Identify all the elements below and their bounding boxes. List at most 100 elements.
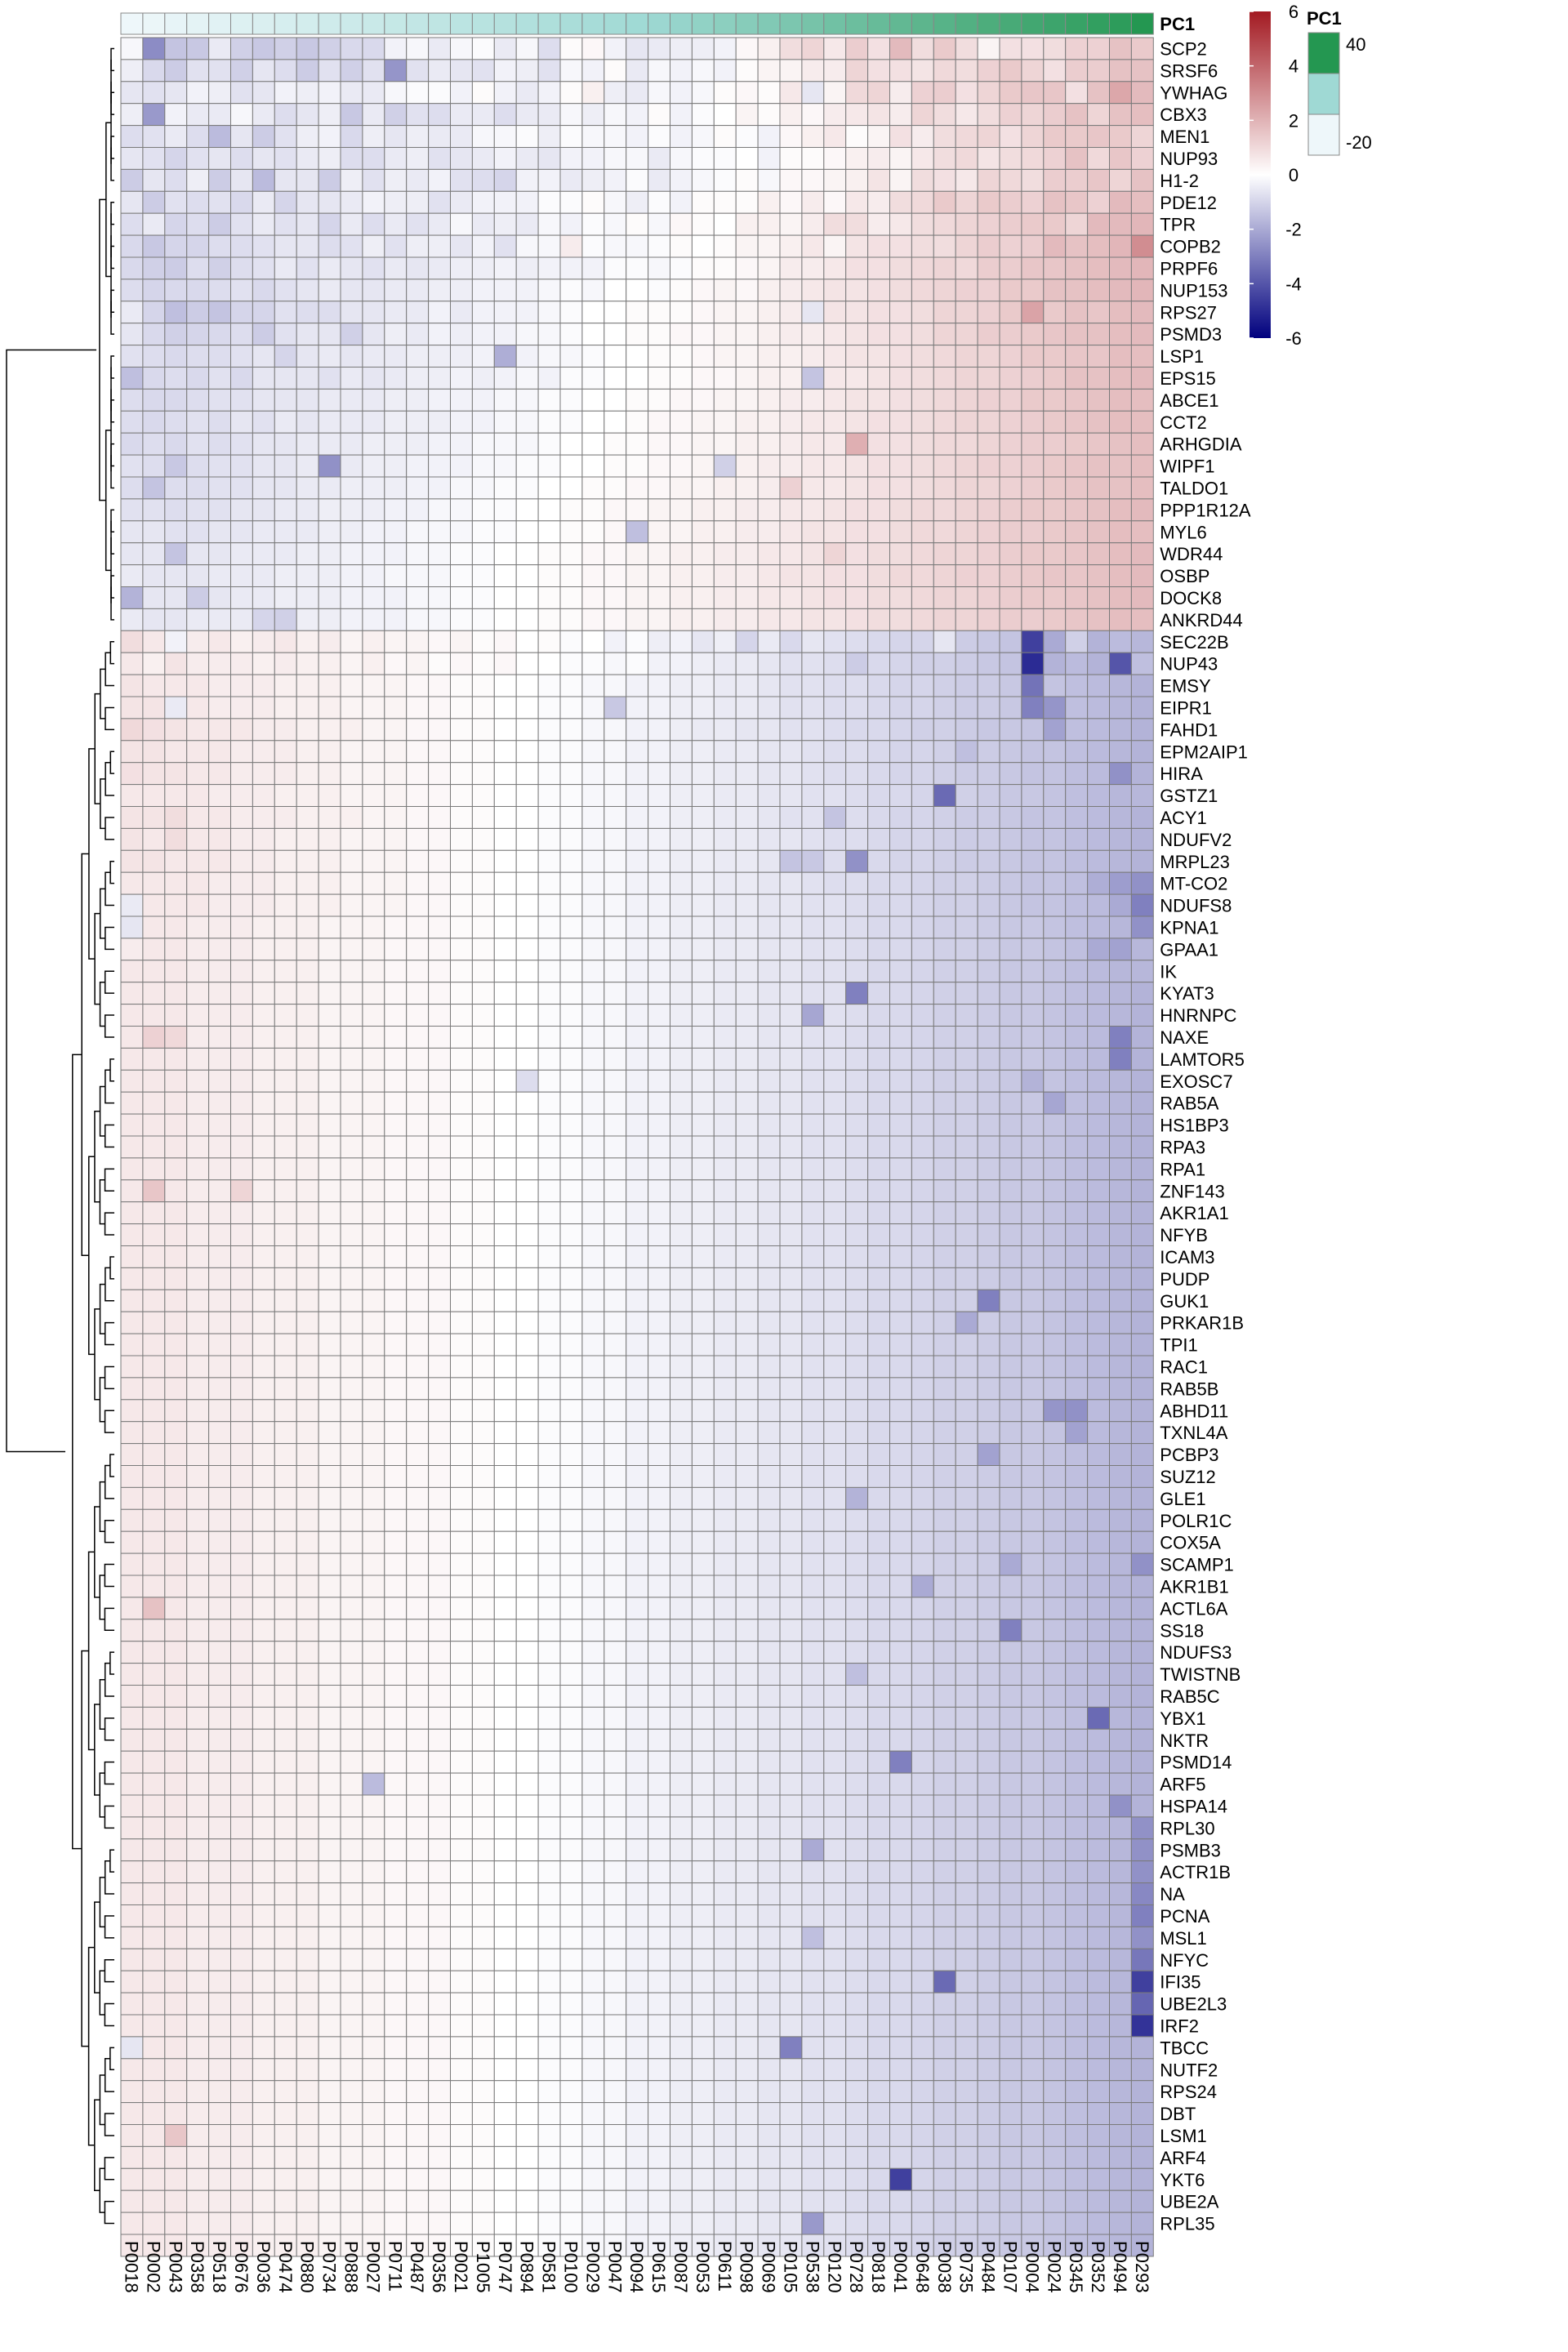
heatmap-cell (626, 1750, 649, 1774)
heatmap-cell (537, 1179, 561, 1203)
row-label: RAC1 (1160, 1356, 1208, 1377)
heatmap-cell (604, 476, 627, 500)
heatmap-cell (955, 915, 978, 939)
heatmap-cell (670, 849, 693, 873)
heatmap-cell (120, 652, 144, 675)
heatmap-cell (559, 1597, 583, 1620)
heatmap-cell (186, 1026, 210, 1049)
heatmap-cell (230, 1399, 253, 1423)
heatmap-cell (801, 915, 825, 939)
heatmap-cell (648, 542, 670, 566)
heatmap-cell (626, 674, 649, 697)
heatmap-cell (428, 893, 451, 917)
heatmap-cell (1065, 323, 1089, 346)
heatmap-cell (1109, 586, 1132, 609)
heatmap-cell (164, 696, 188, 719)
heatmap-cell (428, 2014, 451, 2038)
heatmap-cell (450, 1794, 473, 1818)
row-label: LSM1 (1160, 2126, 1206, 2146)
heatmap-cell (581, 1267, 605, 1290)
heatmap-cell (559, 388, 583, 412)
heatmap-cell (252, 1619, 275, 1642)
heatmap-cell (823, 520, 847, 544)
heatmap-cell (867, 1706, 890, 1730)
heatmap-cell (318, 1267, 341, 1290)
heatmap-cell (406, 1026, 430, 1049)
heatmap-cell (515, 542, 539, 566)
heatmap-cell (186, 564, 210, 587)
heatmap-cell (691, 1772, 715, 1796)
heatmap-cell (1021, 1245, 1045, 1268)
heatmap-cell (845, 190, 869, 214)
heatmap-cell (493, 1685, 517, 1708)
heatmap-cell (1130, 2102, 1154, 2126)
heatmap-cell (318, 1399, 341, 1423)
heatmap-cell (1087, 740, 1110, 764)
heatmap-cell (604, 1443, 627, 1466)
heatmap-cell (911, 1267, 934, 1290)
heatmap-cell (977, 1355, 1000, 1379)
heatmap-cell (208, 190, 232, 214)
heatmap-cell (471, 1794, 495, 1818)
heatmap-cell (779, 1882, 803, 1906)
heatmap-cell (515, 630, 539, 653)
heatmap-cell (164, 37, 188, 60)
heatmap-cell (493, 1355, 517, 1379)
dendrogram-branch (99, 198, 106, 501)
heatmap-cell (1021, 960, 1045, 983)
heatmap-cell (450, 608, 473, 631)
heatmap-cell (757, 718, 781, 742)
heatmap-cell (999, 1399, 1022, 1423)
heatmap-cell (1087, 849, 1110, 873)
heatmap-cell (120, 1223, 144, 1246)
heatmap-cell (955, 1399, 978, 1423)
heatmap-cell (977, 1113, 1000, 1137)
heatmap-cell (1043, 1267, 1067, 1290)
heatmap-cell (493, 1047, 517, 1071)
heatmap-cell (757, 1289, 781, 1312)
heatmap-cell (691, 1223, 715, 1246)
heatmap-cell (296, 827, 319, 851)
heatmap-cell (691, 1026, 715, 1049)
heatmap-cell (1021, 1289, 1045, 1312)
heatmap-cell (274, 871, 297, 895)
heatmap-cell (713, 1992, 737, 2016)
heatmap-cell (823, 410, 847, 434)
heatmap-cell (559, 1904, 583, 1927)
heatmap-cell (757, 2212, 781, 2235)
heatmap-cell (296, 2080, 319, 2104)
heatmap-cell (274, 81, 297, 105)
pc1-annotation-cell (648, 12, 670, 35)
heatmap-cell (757, 2145, 781, 2169)
heatmap-cell (648, 608, 670, 631)
heatmap-cell (911, 323, 934, 346)
heatmap-cell (845, 59, 869, 82)
heatmap-cell (889, 37, 912, 60)
heatmap-cell (823, 1091, 847, 1115)
heatmap-cell (801, 608, 825, 631)
heatmap-cell (493, 1223, 517, 1246)
heatmap-cell (252, 1377, 275, 1401)
heatmap-cell (911, 256, 934, 280)
heatmap-cell (559, 806, 583, 829)
heatmap-cell (1130, 1289, 1154, 1312)
heatmap-cell (362, 718, 385, 742)
heatmap-cell (318, 1948, 341, 1971)
heatmap-cell (1065, 542, 1089, 566)
heatmap-cell (296, 1421, 319, 1445)
heatmap-cell (999, 1091, 1022, 1115)
heatmap-cell (120, 1772, 144, 1796)
heatmap-cell (779, 1201, 803, 1225)
heatmap-cell (142, 1004, 166, 1027)
heatmap-cell (450, 1552, 473, 1576)
heatmap-cell (362, 871, 385, 895)
heatmap-cell (626, 301, 649, 324)
heatmap-cell (559, 256, 583, 280)
heatmap-cell (670, 1948, 693, 1971)
heatmap-cell (252, 1641, 275, 1664)
heatmap-cell (757, 1377, 781, 1401)
heatmap-cell (845, 256, 869, 280)
heatmap-cell (604, 1267, 627, 1290)
heatmap-cell (252, 1355, 275, 1379)
heatmap-cell (1021, 256, 1045, 280)
